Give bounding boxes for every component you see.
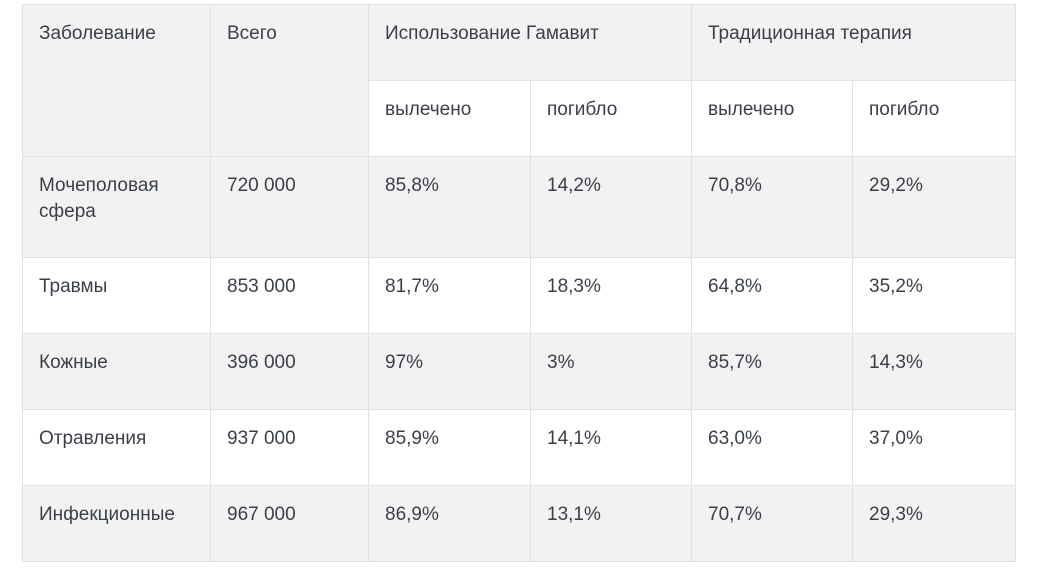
- cell-traditional-died: 37,0%: [852, 409, 1016, 486]
- cell-disease: Кожные: [22, 333, 211, 410]
- header-gamavit: Использование Гамавит: [368, 4, 692, 81]
- table-row: Инфекционные 967 000 86,9% 13,1% 70,7% 2…: [22, 485, 1016, 562]
- cell-gamavit-died: 14,1%: [530, 409, 692, 486]
- table-row: Кожные 396 000 97% 3% 85,7% 14,3%: [22, 333, 1016, 410]
- header-total: Всего: [210, 4, 369, 157]
- cell-gamavit-cured: 85,9%: [368, 409, 531, 486]
- header-traditional-cured: вылечено: [691, 80, 853, 157]
- cell-gamavit-cured: 85,8%: [368, 156, 531, 258]
- cell-total: 937 000: [210, 409, 369, 486]
- cell-total: 720 000: [210, 156, 369, 258]
- cell-total: 853 000: [210, 257, 369, 334]
- table-row: Травмы 853 000 81,7% 18,3% 64,8% 35,2%: [22, 257, 1016, 334]
- cell-traditional-cured: 63,0%: [691, 409, 853, 486]
- cell-traditional-died: 29,2%: [852, 156, 1016, 258]
- cell-traditional-died: 35,2%: [852, 257, 1016, 334]
- cell-total: 967 000: [210, 485, 369, 562]
- header-traditional-died: погибло: [852, 80, 1016, 157]
- cell-traditional-cured: 70,7%: [691, 485, 853, 562]
- cell-traditional-died: 14,3%: [852, 333, 1016, 410]
- table-container: Заболевание Всего Использование Гамавит …: [22, 4, 1016, 562]
- cell-traditional-died: 29,3%: [852, 485, 1016, 562]
- cell-gamavit-died: 13,1%: [530, 485, 692, 562]
- cell-disease: Инфекционные: [22, 485, 211, 562]
- cell-traditional-cured: 85,7%: [691, 333, 853, 410]
- header-traditional: Традиционная терапия: [691, 4, 1016, 81]
- cell-traditional-cured: 64,8%: [691, 257, 853, 334]
- comparison-table: Заболевание Всего Использование Гамавит …: [22, 4, 1016, 562]
- cell-gamavit-died: 3%: [530, 333, 692, 410]
- header-gamavit-died: погибло: [530, 80, 692, 157]
- cell-disease: Травмы: [22, 257, 211, 334]
- cell-disease: Отравления: [22, 409, 211, 486]
- cell-gamavit-died: 18,3%: [530, 257, 692, 334]
- cell-disease: Мочеполовая сфера: [22, 156, 211, 258]
- cell-gamavit-cured: 81,7%: [368, 257, 531, 334]
- header-gamavit-cured: вылечено: [368, 80, 531, 157]
- cell-gamavit-cured: 97%: [368, 333, 531, 410]
- header-disease: Заболевание: [22, 4, 211, 157]
- cell-total: 396 000: [210, 333, 369, 410]
- table-row: Мочеполовая сфера 720 000 85,8% 14,2% 70…: [22, 156, 1016, 258]
- cell-gamavit-died: 14,2%: [530, 156, 692, 258]
- table-row: Отравления 937 000 85,9% 14,1% 63,0% 37,…: [22, 409, 1016, 486]
- cell-gamavit-cured: 86,9%: [368, 485, 531, 562]
- cell-traditional-cured: 70,8%: [691, 156, 853, 258]
